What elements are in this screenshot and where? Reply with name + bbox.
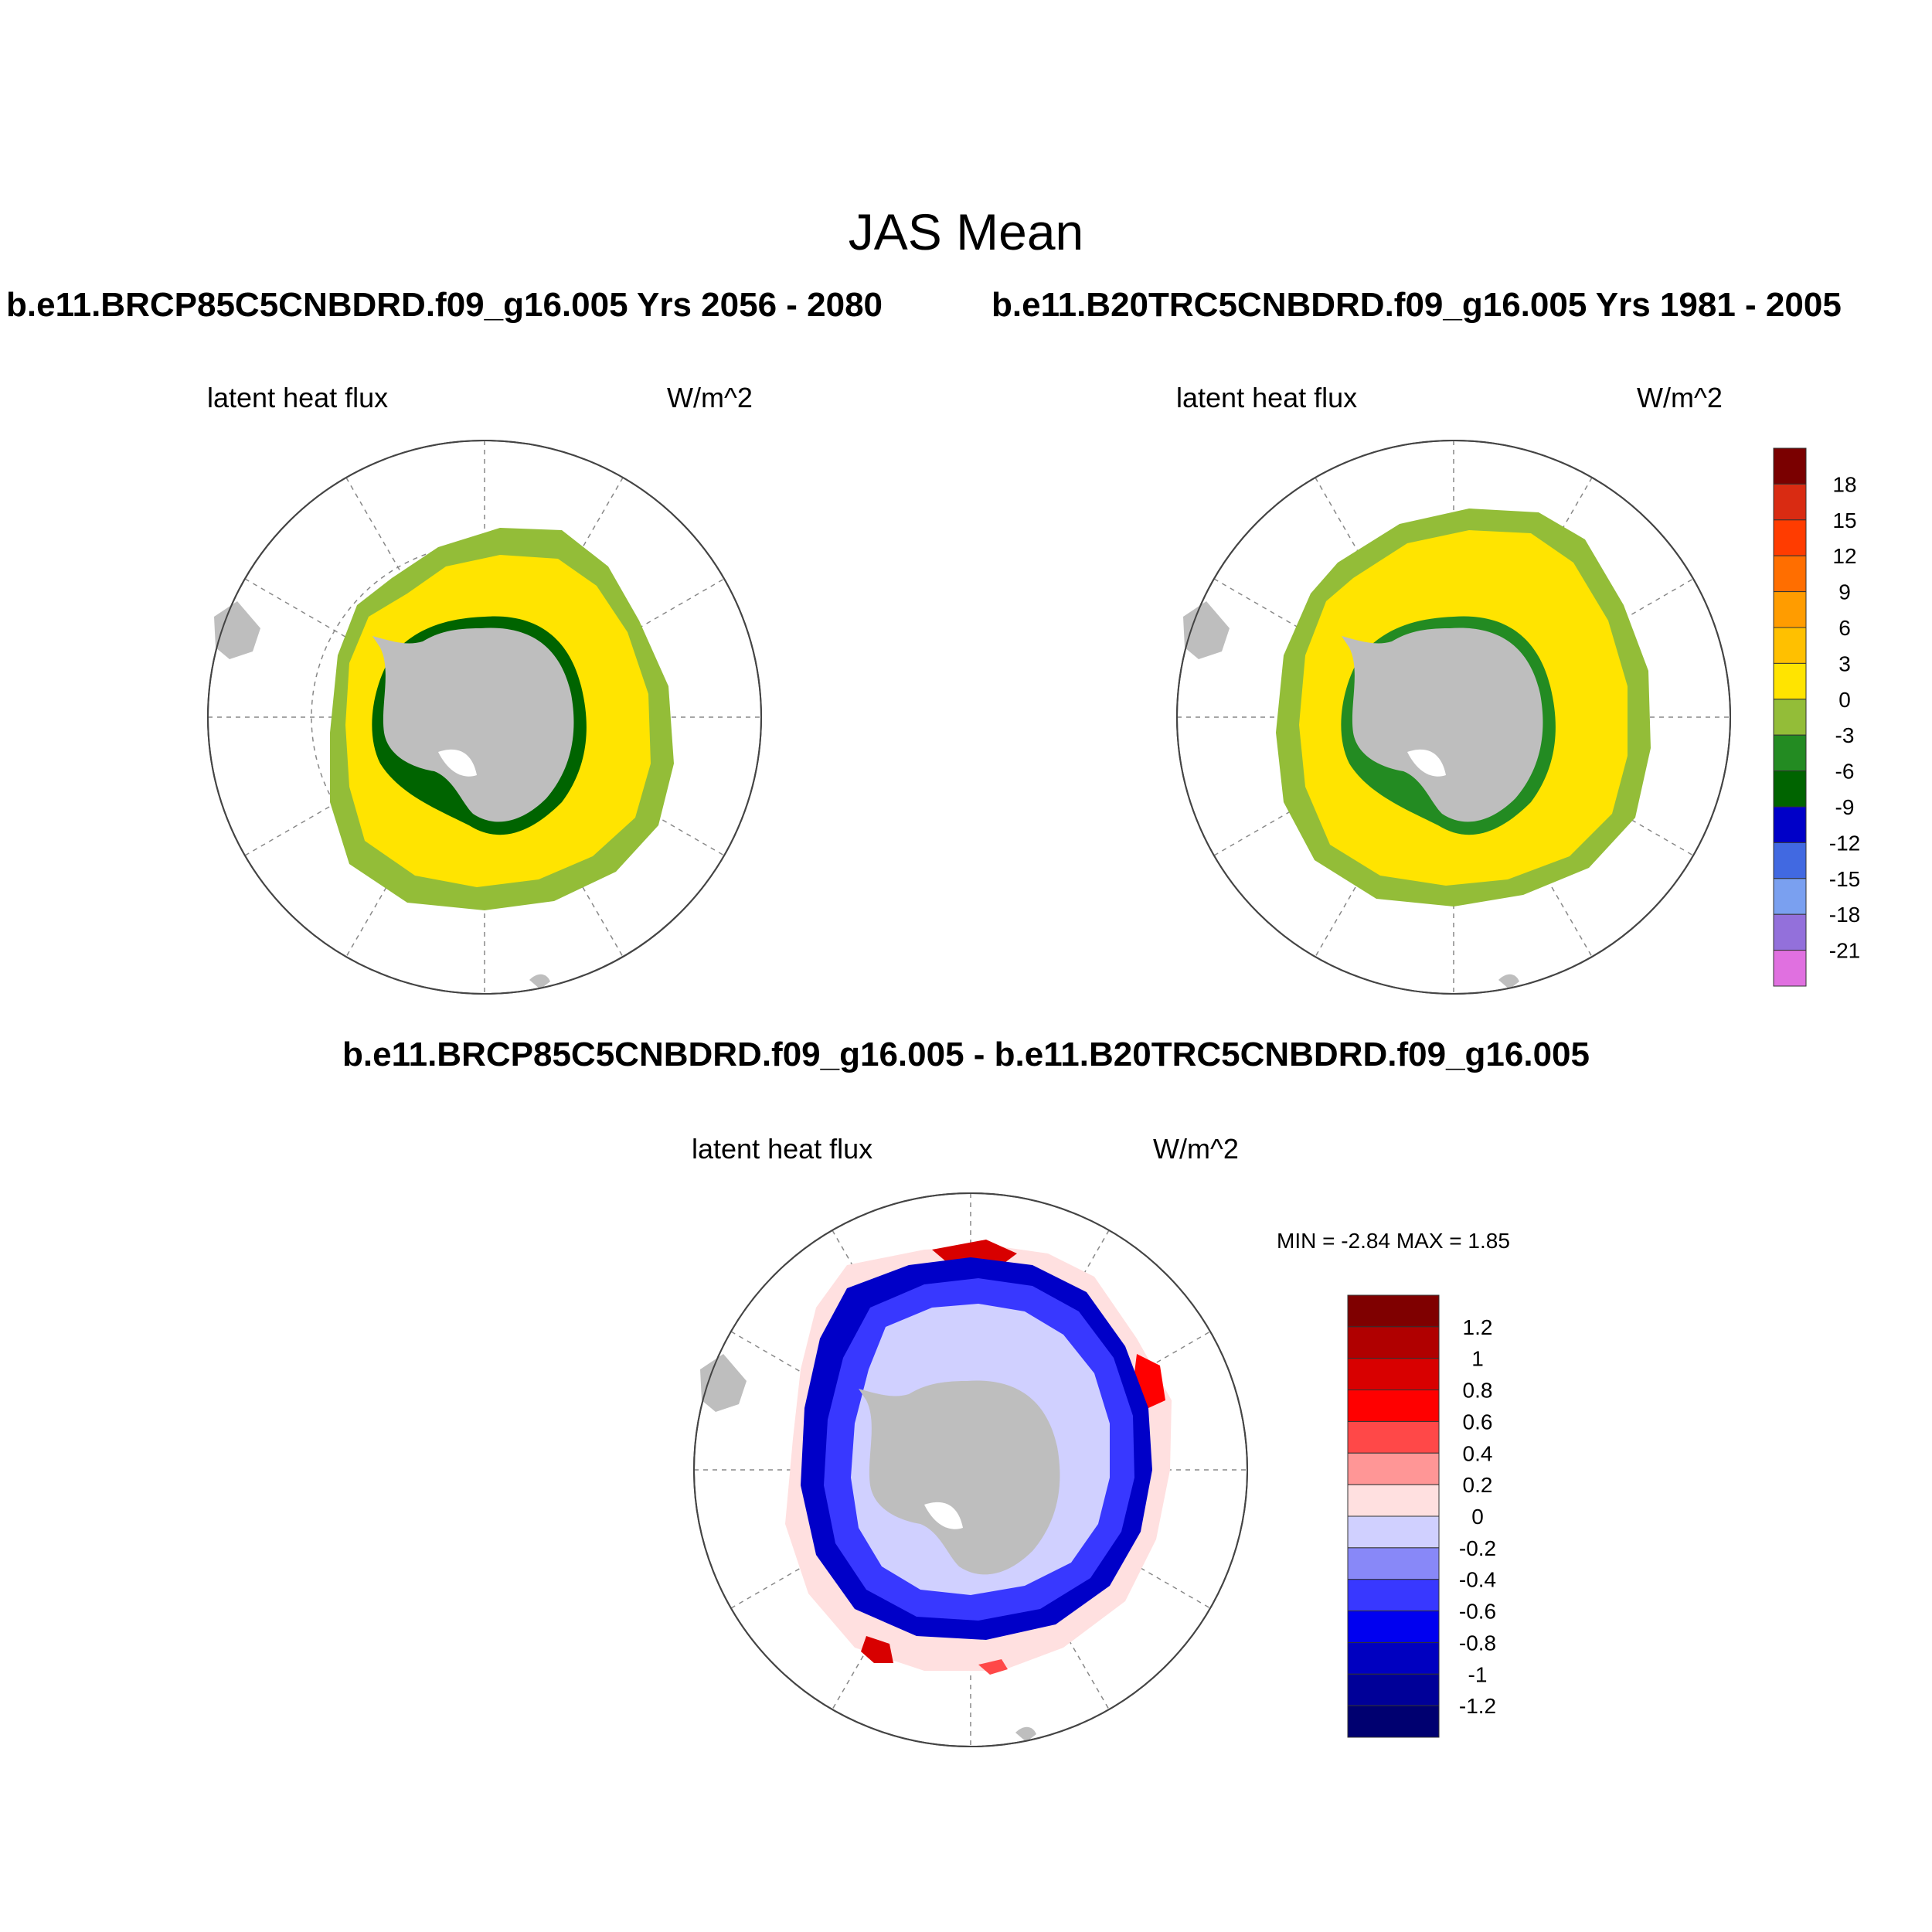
colorbar-top-tick-label: 6 (1838, 616, 1851, 640)
colorbar-top-swatch (1773, 555, 1807, 593)
africa-tip-land (529, 974, 550, 989)
colorbar-diff-swatch (1347, 1705, 1440, 1738)
colorbar-diff-tick-label: -0.8 (1459, 1631, 1496, 1655)
colorbar-diff-tick-label: -0.4 (1459, 1568, 1496, 1592)
positive-patch-north (932, 1240, 1017, 1265)
colorbar-diff-swatch (1347, 1515, 1440, 1549)
weddell-embayment (1407, 749, 1446, 777)
difference-title: b.e11.BRCP85C5CNBDRD.f09_g16.005 - b.e11… (342, 1036, 1590, 1073)
antarctica (1342, 628, 1543, 822)
colorbar-top-swatch (1773, 591, 1807, 628)
main-title: JAS Mean (848, 203, 1084, 260)
panel-2-units-label: W/m^2 (1637, 382, 1723, 413)
colorbar-diff-tick-label: 0.6 (1463, 1410, 1493, 1434)
colorbar-top-swatch (1773, 447, 1807, 485)
colorbar-top-swatch (1773, 806, 1807, 843)
south-america-land (214, 601, 260, 659)
colorbar-top-tick-label: 18 (1832, 472, 1856, 496)
panel-1-polar-map (207, 440, 762, 995)
colorbar-top-tick-label: 15 (1832, 509, 1856, 532)
antarctica (859, 1380, 1060, 1575)
panel-1-variable-label: latent heat flux (207, 382, 389, 413)
africa-tip-land (1015, 1726, 1036, 1742)
colorbar-top-swatch (1773, 950, 1807, 987)
colorbar-top: 18 15 12 9 6 3 0 -3 -6 -9 -12 -15 -18 -21 (1773, 447, 1860, 987)
colorbar-top-tick-label: 9 (1838, 580, 1851, 604)
colorbar-diff-swatch (1347, 1611, 1440, 1643)
colorbar-top-tick-label: -3 (1835, 723, 1855, 747)
positive-patch-southwest (861, 1636, 893, 1663)
colorbar-top-tick-label: -15 (1829, 867, 1860, 891)
colorbar-top-tick-label: -21 (1829, 939, 1860, 963)
colorbar-diff-tick-label: -1 (1468, 1662, 1488, 1686)
colorbar-diff-swatch (1347, 1484, 1440, 1517)
case-title-right: b.e11.B20TRC5CNBDRD.f09_g16.005 Yrs 1981… (992, 286, 1842, 324)
panel-2-variable-label: latent heat flux (1176, 382, 1358, 413)
colorbar-difference: 1.2 1 0.8 0.6 0.4 0.2 0 -0.2 -0.4 -0.6 -0.8 -1 -1.2 (1347, 1294, 1496, 1738)
colorbar-top-tick-label: -18 (1829, 903, 1860, 927)
africa-tip-land (1498, 974, 1519, 989)
colorbar-diff-swatch (1347, 1579, 1440, 1612)
colorbar-top-tick-label: 0 (1838, 688, 1851, 712)
colorbar-diff-swatch (1347, 1673, 1440, 1706)
colorbar-top-tick-label: 12 (1832, 544, 1856, 568)
panel-3-variable-label: latent heat flux (692, 1133, 873, 1165)
antarctica (372, 628, 574, 822)
colorbar-top-swatch (1773, 699, 1807, 736)
colorbar-top-swatch (1773, 913, 1807, 951)
south-america-land (700, 1354, 747, 1412)
colorbar-top-swatch (1773, 878, 1807, 915)
colorbar-top-swatch (1773, 627, 1807, 664)
weddell-embayment (438, 749, 477, 777)
south-america-land (1183, 601, 1230, 659)
colorbar-diff-swatch (1347, 1389, 1440, 1422)
colorbar-top-tick-label: -9 (1835, 795, 1855, 819)
case-title-left: b.e11.BRCP85C5CNBDRD.f09_g16.005 Yrs 205… (6, 286, 883, 324)
colorbar-diff-tick-label: -1.2 (1459, 1694, 1496, 1718)
colorbar-diff-tick-label: 1.2 (1463, 1315, 1493, 1339)
colorbar-top-swatch (1773, 662, 1807, 700)
colorbar-diff-tick-label: 0 (1471, 1505, 1484, 1529)
colorbar-top-tick-label: 3 (1838, 651, 1851, 675)
colorbar-diff-tick-label: 0.8 (1463, 1379, 1493, 1403)
positive-patch-south (978, 1659, 1008, 1675)
panel-3-units-label: W/m^2 (1153, 1133, 1239, 1165)
colorbar-diff-swatch (1347, 1641, 1440, 1675)
colorbar-diff-swatch (1347, 1452, 1440, 1485)
colorbar-top-swatch (1773, 483, 1807, 521)
colorbar-diff-swatch (1347, 1326, 1440, 1359)
colorbar-diff-swatch (1347, 1294, 1440, 1328)
colorbar-top-swatch (1773, 770, 1807, 808)
colorbar-diff-tick-label: 1 (1471, 1347, 1484, 1371)
colorbar-diff-tick-label: 0.4 (1463, 1441, 1493, 1465)
colorbar-top-swatch (1773, 519, 1807, 556)
panel-3-difference-map (693, 1192, 1248, 1747)
colorbar-diff-swatch (1347, 1358, 1440, 1391)
panel-2-polar-map (1176, 440, 1731, 995)
colorbar-top-swatch (1773, 842, 1807, 879)
colorbar-diff-swatch (1347, 1547, 1440, 1580)
colorbar-top-swatch (1773, 734, 1807, 772)
colorbar-diff-tick-label: 0.2 (1463, 1473, 1493, 1497)
min-max-readout: MIN = -2.84 MAX = 1.85 (1277, 1229, 1510, 1253)
colorbar-diff-tick-label: -0.6 (1459, 1600, 1496, 1624)
colorbar-top-tick-label: -6 (1835, 760, 1855, 784)
panel-1-units-label: W/m^2 (667, 382, 753, 413)
colorbar-diff-swatch (1347, 1420, 1440, 1454)
weddell-embayment (924, 1502, 963, 1529)
colorbar-diff-tick-label: -0.2 (1459, 1536, 1496, 1560)
colorbar-top-tick-label: -12 (1829, 831, 1860, 855)
